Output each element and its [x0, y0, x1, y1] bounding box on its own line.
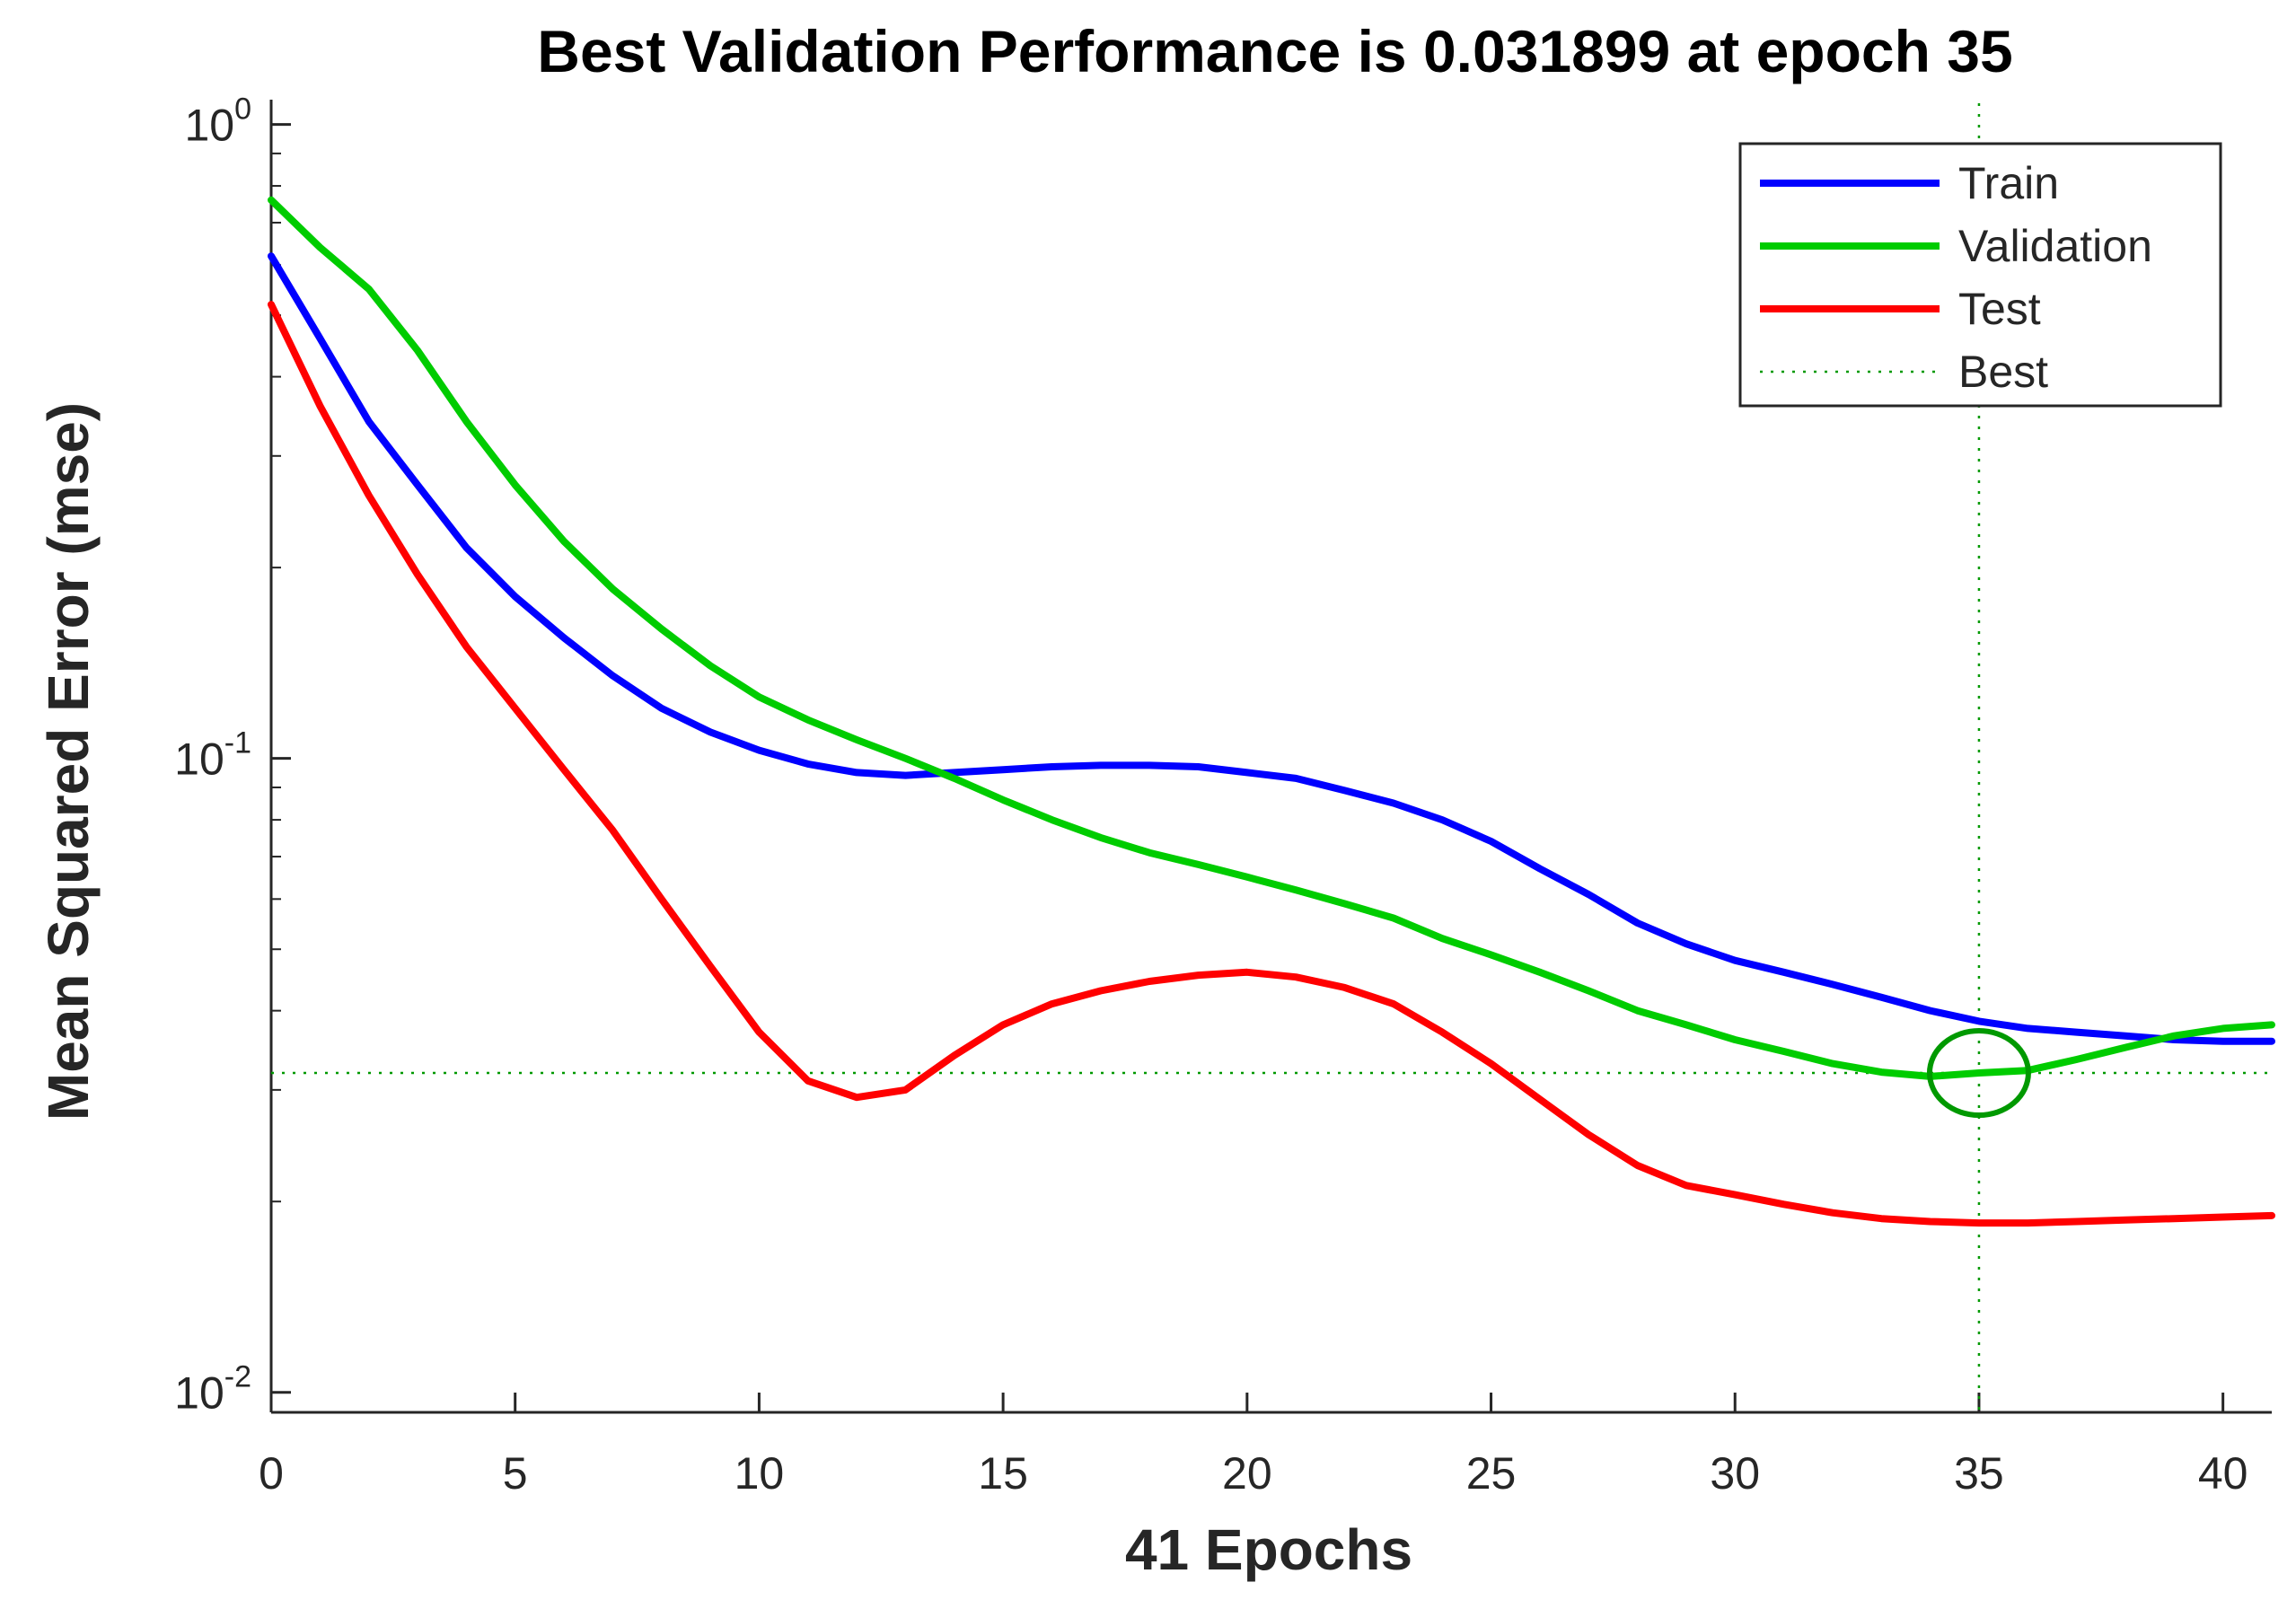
x-tick-label: 5 [503, 1448, 528, 1499]
legend-label-test: Test [1958, 284, 2041, 334]
legend-label-train: Train [1958, 158, 2059, 208]
x-tick-label: 10 [735, 1448, 785, 1499]
axes [269, 100, 2272, 1414]
x-tick-label: 0 [259, 1448, 284, 1499]
series-group [268, 196, 2275, 1227]
legend: Train Validation Test Best [1738, 142, 2222, 408]
x-tick-label: 30 [1710, 1448, 1760, 1499]
x-tick-label: 20 [1222, 1448, 1272, 1499]
x-tick-label: 15 [978, 1448, 1028, 1499]
x-ticks: 0 5 10 15 20 25 30 35 40 [259, 1393, 2248, 1499]
legend-label-best: Best [1958, 347, 2048, 397]
y-axis-label: Mean Squared Error (mse) [36, 402, 101, 1121]
y-tick-label: 100 [184, 92, 251, 151]
x-tick-label: 40 [2198, 1448, 2248, 1499]
best-circle-marker [1926, 1028, 2031, 1119]
chart-title: Best Validation Performance is 0.031899 … [537, 18, 2012, 84]
x-tick-label: 35 [1954, 1448, 2004, 1499]
y-tick-label: 10-1 [174, 726, 251, 785]
y-tick-label: 10-2 [174, 1360, 251, 1419]
legend-label-validation: Validation [1958, 221, 2152, 271]
series-line-test [268, 301, 2275, 1227]
legend-box [1738, 142, 2222, 408]
series-line-train [268, 252, 2275, 1045]
x-axis-label: 41 Epochs [1125, 1517, 1412, 1582]
x-tick-label: 25 [1466, 1448, 1517, 1499]
series-line-validation [268, 196, 2275, 1080]
y-ticks: 10-2 10-1 100 [174, 92, 291, 1419]
